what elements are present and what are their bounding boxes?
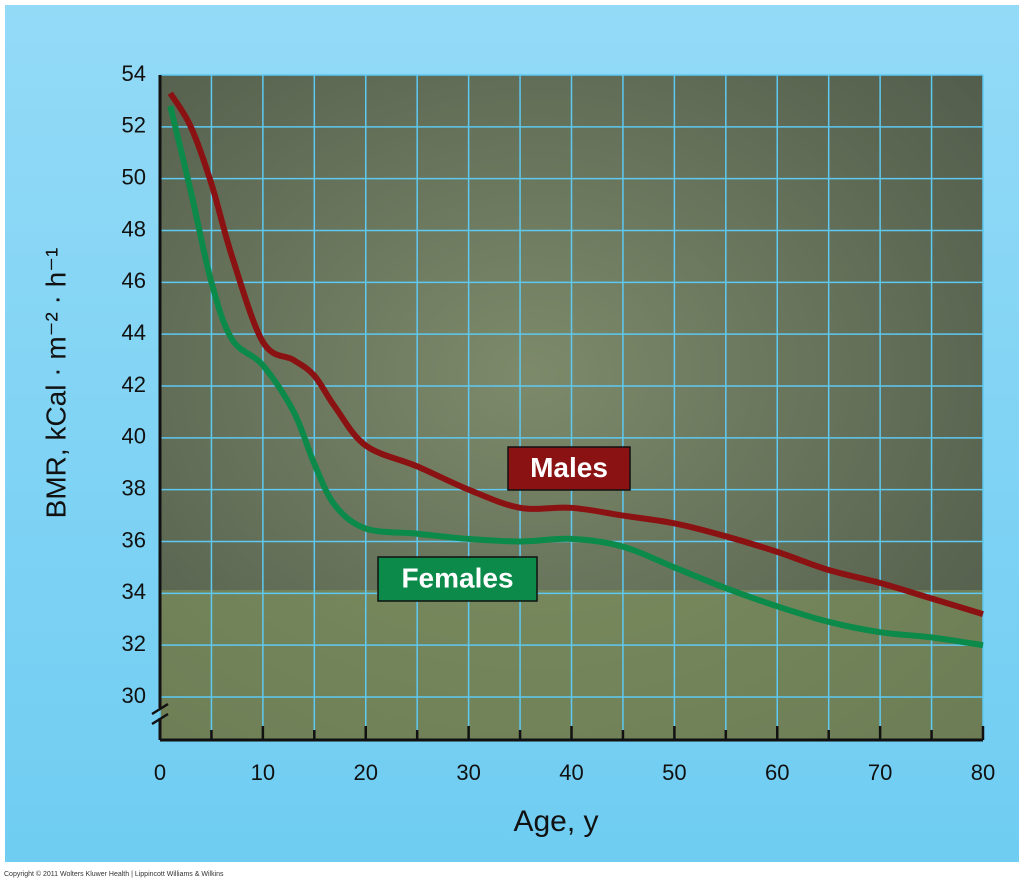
y-tick-label: 48 xyxy=(122,216,146,241)
data-line xyxy=(167,91,984,617)
legend-label: Females xyxy=(401,562,513,593)
x-tick-label: 10 xyxy=(251,760,275,785)
y-tick-label: 46 xyxy=(122,268,146,293)
y-axis-label: BMR, kCal · m⁻² · h⁻¹ xyxy=(40,248,71,519)
legend-label: Males xyxy=(530,452,608,483)
data-line xyxy=(167,105,984,649)
axis-break xyxy=(151,712,169,726)
x-tick-label: 0 xyxy=(154,760,166,785)
x-axis-label: Age, y xyxy=(513,805,598,838)
x-tick-label: 60 xyxy=(765,760,789,785)
footer: Copyright © 2011 Wolters Kluwer Health |… xyxy=(4,870,224,878)
x-tick-label: 70 xyxy=(868,760,892,785)
y-tick-label: 38 xyxy=(122,475,146,500)
x-tick-label: 20 xyxy=(354,760,378,785)
legend-box xyxy=(377,556,538,602)
y-tick-label: 44 xyxy=(122,320,146,345)
y-tick-label: 52 xyxy=(122,113,146,138)
y-tick-label: 34 xyxy=(122,579,146,604)
y-tick-label: 36 xyxy=(122,527,146,552)
y-tick-label: 50 xyxy=(122,164,146,189)
y-tick-label: 32 xyxy=(122,631,146,656)
x-tick-label: 50 xyxy=(662,760,686,785)
legend-box xyxy=(507,446,631,491)
x-tick-label: 80 xyxy=(971,760,995,785)
y-tick-label: 54 xyxy=(122,61,146,86)
y-tick-label: 40 xyxy=(122,424,146,449)
y-tick-label: 42 xyxy=(122,372,146,397)
x-tick-label: 40 xyxy=(559,760,583,785)
axis-break xyxy=(151,702,169,716)
y-tick-label: 30 xyxy=(122,683,146,708)
x-tick-label: 30 xyxy=(456,760,480,785)
